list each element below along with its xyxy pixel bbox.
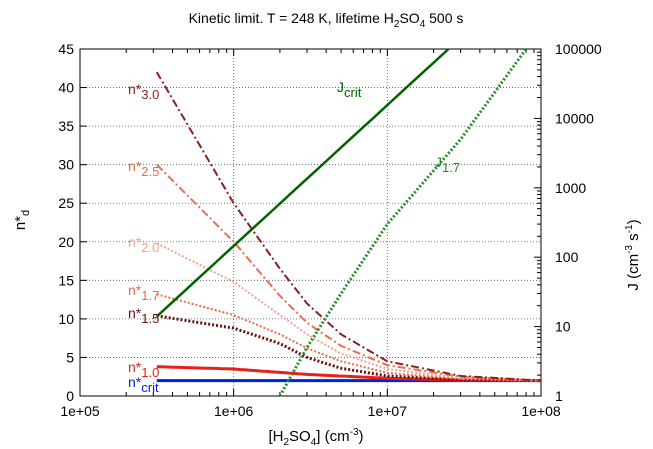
series-label-n-3.0: n*3.0 [128, 81, 159, 102]
y-tick-label: 40 [58, 80, 74, 96]
y2-tick-label: 1 [555, 388, 563, 404]
y-tick-label: 20 [58, 234, 74, 250]
series-line-n-2.0 [156, 242, 542, 382]
series-line-n-1.7 [156, 293, 542, 382]
series-label-n-2.5: n*2.5 [128, 158, 159, 179]
y2-axis-title: J (cm-3 s-1) [624, 219, 642, 290]
y2-tick-label: 10 [555, 319, 571, 335]
y-tick-label: 10 [58, 311, 74, 327]
x-tick-label: 1e+07 [368, 403, 408, 419]
y2-tick-label: 10000 [555, 110, 594, 126]
series-label-n-1.0: n*1.0 [128, 359, 159, 380]
x-axis-title: [H2SO4] (cm-3) [268, 427, 363, 448]
series-line-n-1.5 [156, 314, 542, 383]
series-label-J-crit: Jcrit [337, 79, 362, 100]
series-label-n-crit: n*crit [128, 374, 159, 395]
series-label-n-2.0: n*2.0 [128, 234, 159, 255]
y2-tick-label: 100000 [555, 41, 602, 57]
x-tick-label: 1e+05 [60, 403, 100, 419]
y-tick-label: 45 [58, 41, 74, 57]
y2-tick-label: 100 [555, 249, 579, 265]
series-group [155, 48, 542, 397]
y-axis-title: n*d [12, 210, 32, 230]
y-tick-label: 0 [66, 388, 74, 404]
y2-tick-label: 1000 [555, 180, 586, 196]
x-tick-label: 1e+08 [521, 403, 561, 419]
axis-ticks: 1e+05 1e+06 1e+07 1e+08 0 5 10 15 20 25 30 35 40 45 1 1… [58, 41, 602, 419]
series-line-n-2.5 [156, 163, 542, 382]
y-tick-label: 15 [58, 272, 74, 288]
series-line-J-crit [155, 48, 450, 318]
x-tick-label: 1e+06 [214, 403, 254, 419]
series-line-J-1.7 [278, 48, 528, 397]
y-tick-label: 30 [58, 157, 74, 173]
series-label-n-1.5: n*1.5 [128, 305, 159, 326]
plot-frame [79, 48, 542, 397]
series-label-J-1.7: J1.7 [435, 154, 460, 175]
series-line-n-1.0 [156, 365, 541, 383]
y-tick-label: 35 [58, 118, 74, 134]
grid [80, 49, 541, 396]
chart-title: Kinetic limit. T = 248 K, lifetime H2SO4… [189, 10, 464, 30]
y-tick-label: 5 [66, 349, 74, 365]
y-tick-label: 25 [58, 195, 74, 211]
series-label-n-1.7: n*1.7 [128, 282, 159, 303]
